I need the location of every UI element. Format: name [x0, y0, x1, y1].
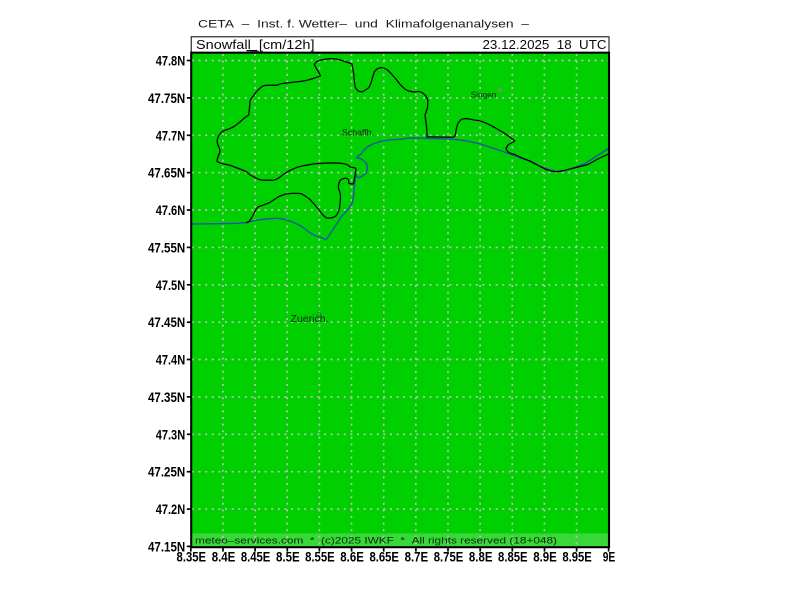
svg-text:8.6E: 8.6E	[340, 549, 364, 564]
svg-text:Schaffh.: Schaffh.	[342, 127, 374, 137]
svg-text:23.12.2025 18 UTC: 23.12.2025 18 UTC	[483, 38, 607, 52]
svg-text:47.7N: 47.7N	[156, 128, 186, 143]
svg-text:47.15N: 47.15N	[148, 539, 185, 554]
svg-text:47.6N: 47.6N	[156, 203, 186, 218]
svg-text:8.55E: 8.55E	[305, 549, 335, 564]
svg-text:47.45N: 47.45N	[148, 315, 185, 330]
svg-text:8.85E: 8.85E	[498, 549, 528, 564]
svg-text:8.75E: 8.75E	[434, 549, 464, 564]
svg-text:8.4E: 8.4E	[212, 549, 236, 564]
svg-text:Singen: Singen	[471, 90, 497, 100]
svg-text:CETA – Inst. f. Wetter– und: CETA – Inst. f. Wetter– und Klimafolgena…	[198, 18, 530, 30]
svg-text:8.7E: 8.7E	[405, 549, 429, 564]
svg-text:8.8E: 8.8E	[469, 549, 493, 564]
svg-text:47.8N: 47.8N	[156, 54, 186, 69]
svg-text:8.9E: 8.9E	[533, 549, 557, 564]
svg-text:47.35N: 47.35N	[148, 390, 185, 405]
svg-text:47.2N: 47.2N	[156, 502, 186, 517]
svg-text:8.5E: 8.5E	[276, 549, 300, 564]
svg-text:8.95E: 8.95E	[562, 549, 592, 564]
svg-text:Snowfall_[cm/12h]: Snowfall_[cm/12h]	[196, 38, 315, 52]
svg-text:8.45E: 8.45E	[241, 549, 271, 564]
svg-text:47.55N: 47.55N	[148, 240, 185, 255]
svg-text:8.35E: 8.35E	[177, 549, 207, 564]
svg-text:47.5N: 47.5N	[156, 278, 186, 293]
svg-text:47.4N: 47.4N	[156, 353, 186, 368]
svg-text:47.25N: 47.25N	[148, 465, 185, 480]
svg-text:8.65E: 8.65E	[369, 549, 399, 564]
svg-text:47.65N: 47.65N	[148, 166, 185, 181]
svg-text:47.3N: 47.3N	[156, 427, 186, 442]
svg-text:meteo–services.com * (c)2025: meteo–services.com * (c)2025 IWKF * All …	[195, 536, 557, 547]
svg-text:9E: 9E	[603, 549, 616, 564]
svg-text:47.75N: 47.75N	[148, 91, 185, 106]
svg-text:Zuerich.: Zuerich.	[291, 314, 329, 325]
